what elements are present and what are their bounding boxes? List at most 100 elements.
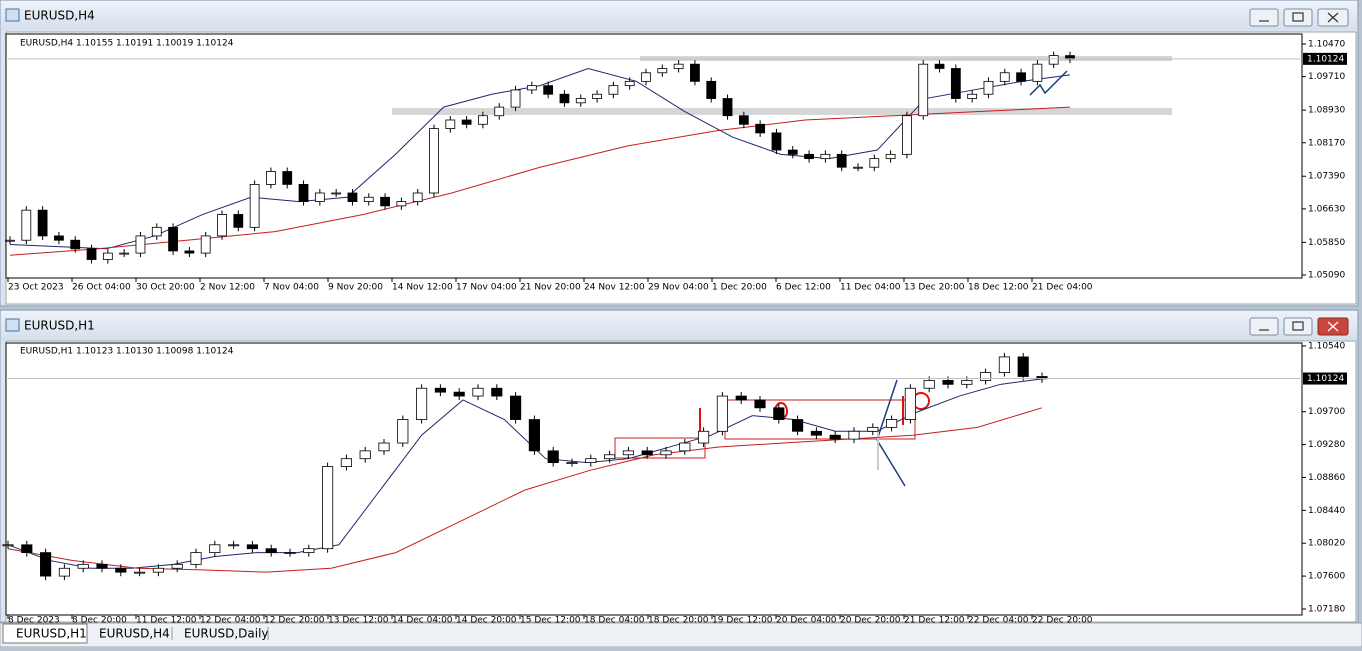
title-bar[interactable]: [1, 1, 1357, 30]
candle: [209, 544, 221, 554]
price-label: 1.10124: [1307, 374, 1344, 384]
window-icons: [5, 8, 20, 332]
tab-active[interactable]: [2, 623, 88, 644]
maximize-button[interactable]: [1283, 8, 1313, 27]
candle: [96, 563, 108, 569]
candle: [397, 419, 409, 444]
button-icons: [1259, 12, 1339, 332]
candle: [829, 434, 841, 440]
candle: [836, 153, 847, 168]
y-tick-label: 1.08930: [1308, 106, 1345, 116]
candle: [722, 98, 733, 117]
candle: [40, 552, 52, 577]
candle: [706, 80, 717, 99]
candle: [918, 63, 929, 117]
x-tick-label: 11 Dec 04:00: [840, 283, 901, 293]
y-tick-label: 1.09280: [1308, 440, 1345, 450]
candle: [980, 372, 992, 381]
candle: [604, 454, 616, 460]
candle: [491, 387, 503, 397]
candle: [494, 106, 505, 117]
x-tick-label: 11 Dec 12:00: [136, 616, 197, 626]
y-tick-label: 1.07600: [1308, 572, 1345, 582]
y-tick-label: 1.05090: [1308, 270, 1345, 280]
y-tick-label: 1.10540: [1308, 341, 1345, 351]
arrow: [876, 439, 906, 487]
candle: [641, 450, 653, 456]
y-tick-label: 1.08440: [1308, 506, 1345, 516]
moving-average: [9, 67, 1071, 250]
x-tick-label: 20 Dec 20:00: [840, 616, 901, 626]
candle: [152, 567, 164, 573]
minimize-button[interactable]: [1249, 317, 1279, 336]
candle: [575, 98, 586, 104]
candle: [434, 387, 446, 393]
candle: [359, 450, 371, 460]
x-tick-label: 30 Oct 20:00: [136, 283, 195, 293]
x-tick-label: 9 Nov 20:00: [328, 283, 383, 293]
candle: [622, 450, 634, 456]
candle: [755, 123, 766, 134]
candle: [810, 430, 822, 436]
y-tick-label: 1.06630: [1308, 204, 1345, 214]
candle: [690, 63, 700, 82]
candle: [380, 196, 390, 207]
candle: [820, 153, 831, 160]
candle: [773, 407, 785, 420]
window-title: EURUSD,H4: [24, 9, 95, 23]
candle: [869, 158, 880, 168]
candle: [249, 184, 260, 228]
candle: [2, 544, 14, 547]
title-bar[interactable]: [1, 311, 1357, 340]
candle: [792, 419, 804, 432]
candle: [135, 235, 146, 254]
candle: [961, 380, 973, 385]
candle: [322, 466, 334, 550]
x-tick-label: 8 Dec 20:00: [72, 616, 127, 626]
candle: [119, 252, 130, 255]
candle: [461, 119, 472, 125]
x-tick-label: 1 Dec 20:00: [712, 283, 767, 293]
candle: [284, 552, 296, 555]
candle: [1048, 55, 1059, 65]
x-tick-label: 18 Dec 04:00: [584, 616, 645, 626]
price-box: [1303, 372, 1347, 385]
minimize-button[interactable]: [1249, 8, 1279, 27]
tab[interactable]: EURUSD,H4: [99, 627, 170, 641]
x-tick-label: 21 Dec 04:00: [1032, 283, 1093, 293]
candle: [445, 119, 456, 129]
charts: EURUSD,H4 1.10155 1.10191 1.10019 1.1012…: [2, 33, 1347, 626]
candle: [510, 395, 522, 420]
x-tick-label: 14 Nov 12:00: [392, 283, 453, 293]
candle: [314, 192, 325, 202]
candle: [999, 72, 1010, 82]
candle: [58, 567, 70, 577]
x-tick-label: 15 Dec 12:00: [520, 616, 581, 626]
candle: [738, 115, 749, 125]
maximize-button[interactable]: [1283, 317, 1313, 336]
candle: [378, 442, 390, 452]
candle: [171, 563, 183, 569]
candle: [885, 153, 896, 160]
candle: [934, 63, 945, 69]
moving-average: [9, 106, 1071, 256]
candle: [510, 89, 521, 108]
candle: [478, 115, 488, 125]
candle: [624, 80, 635, 87]
candle: [804, 153, 814, 160]
tab[interactable]: EURUSD,H1: [16, 627, 87, 641]
x-tick-label: 13 Dec 20:00: [904, 283, 965, 293]
candle: [528, 419, 540, 452]
candle: [184, 250, 195, 254]
candle: [303, 548, 315, 554]
x-tick-label: 12 Dec 20:00: [264, 616, 325, 626]
tab[interactable]: EURUSD,Daily: [184, 627, 269, 641]
x-tick-label: 22 Dec 20:00: [1032, 616, 1093, 626]
x-tick-label: 26 Oct 04:00: [72, 283, 131, 293]
candle: [298, 184, 309, 202]
candle: [592, 93, 602, 99]
candle: [923, 380, 935, 389]
x-tick-label: 17 Nov 04:00: [456, 283, 517, 293]
